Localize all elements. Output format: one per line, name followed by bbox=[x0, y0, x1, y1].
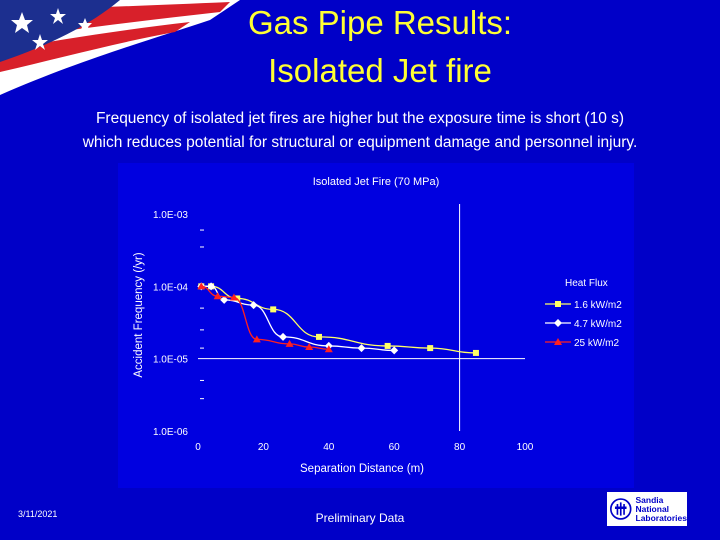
series-line bbox=[201, 285, 395, 352]
chart-axes: 1.0E-03 1.0E-04 1.0E-05 1.0E-06 0 20 40 60 80 100 bbox=[153, 204, 534, 453]
logo-line-1: Sandia bbox=[635, 494, 664, 505]
data-point bbox=[324, 345, 333, 353]
data-point bbox=[229, 293, 238, 301]
y-tick-label: 1.0E-04 bbox=[153, 282, 188, 293]
data-point bbox=[472, 349, 479, 356]
preliminary-data-note: Preliminary Data bbox=[315, 511, 405, 525]
jet-fire-chart: Isolated Jet Fire (70 MPa) Separation Di… bbox=[133, 176, 622, 475]
series-line bbox=[201, 285, 476, 354]
series-3 bbox=[197, 282, 333, 353]
data-point bbox=[427, 345, 434, 352]
x-tick-label: 80 bbox=[454, 442, 466, 453]
x-tick-label: 20 bbox=[258, 442, 270, 453]
data-point bbox=[357, 344, 366, 353]
slide-title-line-1: Gas Pipe Results: bbox=[247, 4, 513, 41]
data-point bbox=[213, 292, 222, 300]
data-point bbox=[252, 335, 261, 343]
data-point bbox=[270, 306, 277, 313]
slide-date: 3/11/2021 bbox=[18, 509, 58, 519]
y-tick-label: 1.0E-06 bbox=[153, 427, 188, 438]
legend-swatch-marker bbox=[554, 338, 562, 345]
x-tick-label: 100 bbox=[517, 442, 534, 453]
sandia-logo: Sandia National Laboratories bbox=[607, 492, 687, 526]
data-point bbox=[220, 295, 229, 304]
data-point bbox=[384, 342, 391, 349]
data-point bbox=[305, 342, 314, 350]
chart-x-axis-label: Separation Distance (m) bbox=[300, 463, 424, 475]
legend-label: 4.7 kW/m2 bbox=[574, 319, 622, 330]
series-2 bbox=[197, 282, 399, 355]
x-tick-label: 0 bbox=[195, 442, 201, 453]
slide-subtitle-line-2: which reduces potential for structural o… bbox=[82, 134, 638, 151]
series-line bbox=[201, 285, 329, 350]
legend-title: Heat Flux bbox=[565, 278, 608, 289]
data-point bbox=[390, 346, 399, 355]
legend-label: 25 kW/m2 bbox=[574, 338, 619, 349]
logo-line-2: National bbox=[635, 503, 670, 514]
chart-title: Isolated Jet Fire (70 MPa) bbox=[313, 176, 440, 188]
flag-banner-graphic bbox=[0, 0, 240, 95]
data-point bbox=[197, 282, 206, 290]
x-tick-label: 60 bbox=[389, 442, 401, 453]
series-1 bbox=[198, 283, 479, 356]
data-point bbox=[279, 332, 288, 341]
y-tick-label: 1.0E-05 bbox=[153, 355, 188, 366]
chart-y-axis-label: Accident Frequency (/yr) bbox=[133, 252, 145, 377]
logo-line-3: Laboratories bbox=[635, 512, 688, 523]
data-point bbox=[249, 301, 258, 310]
legend-label: 1.6 kW/m2 bbox=[574, 300, 622, 311]
data-point bbox=[315, 333, 322, 340]
data-point bbox=[207, 282, 216, 291]
sandia-thunderbird-icon bbox=[610, 498, 632, 520]
chart-series bbox=[197, 282, 479, 356]
slide-title-line-2: Isolated Jet fire bbox=[268, 52, 492, 89]
slide-subtitle-line-1: Frequency of isolated jet fires are high… bbox=[95, 110, 625, 127]
chart-legend: 1.6 kW/m2 4.7 kW/m2 25 kW/m2 bbox=[545, 300, 622, 349]
legend-swatch-marker bbox=[554, 319, 562, 327]
data-point bbox=[285, 339, 294, 347]
x-tick-label: 40 bbox=[323, 442, 335, 453]
y-tick-label: 1.0E-03 bbox=[153, 210, 188, 221]
chart-panel: Isolated Jet Fire (70 MPa) Separation Di… bbox=[118, 163, 634, 488]
legend-swatch-marker bbox=[555, 301, 561, 307]
